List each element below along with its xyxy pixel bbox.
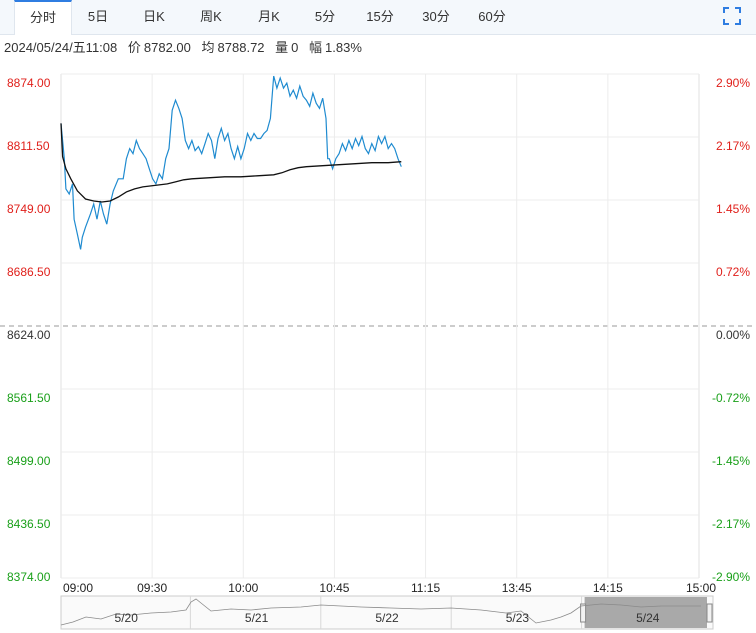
- navigator-date-label: 5/24: [636, 611, 660, 625]
- y-tick-label-right: 2.90%: [716, 76, 750, 90]
- navigator-handle-right: [706, 603, 713, 623]
- info-datetime: 2024/05/24/五11:08: [4, 40, 118, 55]
- fullscreen-icon[interactable]: [722, 6, 742, 26]
- info-avg: 8788.72: [217, 40, 265, 55]
- y-tick-label-right: -0.72%: [712, 391, 750, 405]
- tab-8[interactable]: 60分: [478, 9, 506, 24]
- tab-2[interactable]: 日K: [143, 9, 165, 24]
- y-tick-label-right: -2.90%: [712, 570, 750, 584]
- info-range-label: 幅: [309, 40, 323, 55]
- tab-3[interactable]: 周K: [200, 9, 222, 24]
- y-tick-label-left: 8499.00: [7, 454, 51, 468]
- y-tick-label-left: 8436.50: [7, 517, 51, 531]
- tab-1[interactable]: 5日: [87, 9, 109, 24]
- x-tick-label: 09:00: [63, 581, 93, 595]
- info-range: 1.83%: [325, 40, 362, 55]
- navigator-trend-line: [60, 598, 701, 626]
- navigator-date-label: 5/23: [506, 611, 530, 625]
- x-tick-label: 11:15: [411, 581, 440, 595]
- info-price-label: 价: [127, 40, 141, 55]
- x-tick-label: 15:00: [686, 581, 716, 595]
- x-tick-label: 09:30: [137, 581, 167, 595]
- y-tick-label-right: 0.00%: [716, 328, 750, 342]
- x-tick-label: 10:45: [319, 581, 349, 595]
- tab-4[interactable]: 月K: [258, 9, 280, 24]
- y-tick-label-right: 2.17%: [716, 139, 750, 153]
- y-tick-label-right: 0.72%: [716, 265, 750, 279]
- y-tick-label-left: 8749.00: [7, 202, 51, 216]
- y-tick-label-right: -2.17%: [712, 517, 750, 531]
- tab-0[interactable]: 分时: [14, 0, 72, 35]
- price-line: [60, 75, 402, 250]
- y-tick-label-right: -1.45%: [712, 454, 750, 468]
- tab-7[interactable]: 30分: [422, 9, 450, 24]
- x-tick-label: 10:00: [228, 581, 258, 595]
- y-tick-label-left: 8374.00: [7, 570, 51, 584]
- tab-5[interactable]: 5分: [314, 9, 336, 24]
- navigator-date-label: 5/20: [115, 611, 139, 625]
- y-tick-label-left: 8624.00: [7, 328, 51, 342]
- x-tick-label: 13:45: [502, 581, 532, 595]
- y-tick-label-left: 8874.00: [7, 76, 51, 90]
- navigator-date-label: 5/21: [245, 611, 269, 625]
- info-vol-label: 量: [275, 40, 289, 55]
- y-tick-label-left: 8686.50: [7, 265, 51, 279]
- y-tick-label-right: 1.45%: [716, 202, 750, 216]
- navigator-handle-left: [580, 603, 587, 623]
- y-tick-label-left: 8811.50: [7, 139, 50, 153]
- navigator-selection: [584, 597, 707, 628]
- y-tick-label-left: 8561.50: [7, 391, 51, 405]
- period-tab-bar: 分时 5日 日K 周K 月K 5分 15分 30分 60分: [0, 0, 756, 35]
- info-price: 8782.00: [143, 40, 191, 55]
- tab-6[interactable]: 15分: [366, 9, 394, 24]
- x-tick-label: 14:15: [593, 581, 623, 595]
- average-price-line: [60, 123, 402, 203]
- info-avg-label: 均: [201, 40, 215, 55]
- navigator-date-label: 5/22: [375, 611, 399, 625]
- info-vol: 0: [291, 40, 299, 55]
